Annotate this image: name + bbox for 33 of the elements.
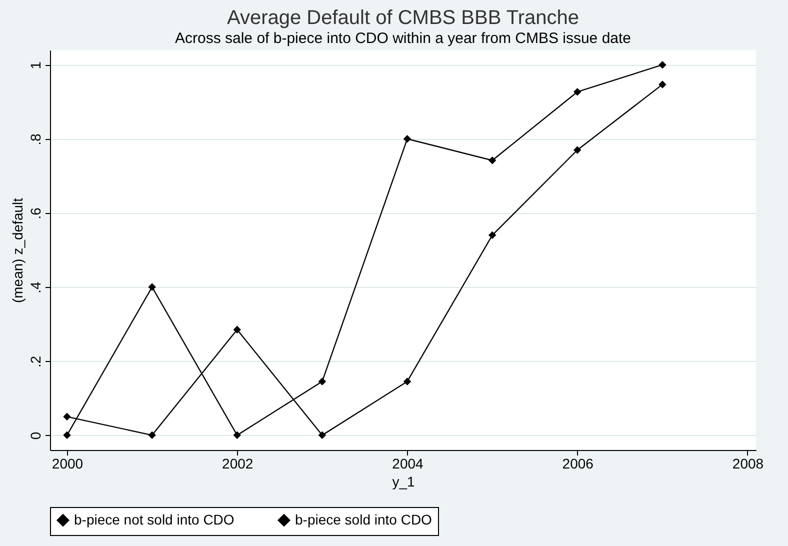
point: [488, 231, 496, 240]
y-tick-label: .6: [28, 207, 44, 220]
x-tick-label: 2006: [562, 456, 594, 472]
chart-title: Average Default of CMBS BBB Tranche: [226, 7, 580, 29]
point: [63, 431, 71, 440]
point: [658, 80, 666, 88]
x-tick-label: 2004: [392, 456, 424, 472]
y-tick-label: .2: [28, 356, 44, 368]
point: [658, 60, 666, 69]
y-tick-label: 0: [28, 432, 44, 440]
point: [318, 431, 326, 440]
point: [403, 378, 412, 386]
chart-subtitle: Across sale of b-piece into CDO within a year from CMBS issue date: [174, 30, 632, 47]
point: [63, 412, 71, 421]
point: [318, 378, 326, 386]
point: [148, 431, 156, 440]
point: [574, 146, 582, 154]
y-tick-label: .4: [28, 281, 44, 294]
point: [403, 135, 412, 143]
point: [148, 283, 156, 291]
point: [574, 88, 582, 96]
x-tick-label: 2000: [52, 456, 84, 472]
legend-label: b-piece not sold into CDO: [74, 511, 234, 528]
x-tick-label: 2008: [732, 456, 764, 472]
legend-label: b-piece sold into CDO: [295, 511, 432, 528]
y-tick-label: 1: [28, 61, 44, 70]
point: [488, 156, 496, 164]
point: [233, 431, 242, 440]
y-axis-title: (mean) z_default: [10, 198, 26, 304]
y-tick-label: .8: [28, 133, 44, 146]
point: [233, 326, 242, 334]
x-axis-title: y_1: [392, 474, 415, 490]
x-tick-label: 2002: [222, 456, 254, 472]
